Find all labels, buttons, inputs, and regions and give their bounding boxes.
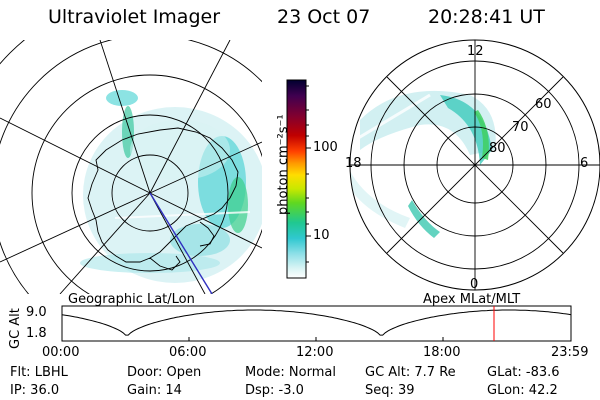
mlat-label-60: 60 bbox=[535, 97, 552, 112]
right-panel-caption: Apex MLat/MLT bbox=[423, 292, 521, 307]
colorbar-tick-10: 10 bbox=[313, 228, 330, 243]
altitude-curve bbox=[61, 309, 572, 336]
mlt-label-18: 18 bbox=[345, 156, 362, 171]
mlt-label-12: 12 bbox=[467, 44, 484, 59]
colorbar-tick-100: 100 bbox=[313, 140, 338, 155]
altitude-ylabel: GC Alt bbox=[8, 308, 23, 349]
meridian-lines bbox=[0, 40, 262, 294]
altitude-xtick-4: 23:59 bbox=[551, 345, 589, 360]
colorbar-ticks bbox=[306, 85, 311, 263]
mlat-label-80: 80 bbox=[489, 141, 506, 156]
gc-alt-label: GC Alt: 7.7 Re bbox=[365, 365, 456, 380]
mode-label: Mode: Normal bbox=[245, 365, 336, 380]
filter-label: Flt: LBHL bbox=[10, 365, 68, 380]
door-label: Door: Open bbox=[127, 365, 202, 380]
altitude-plot bbox=[61, 305, 572, 342]
mlat-label-70: 70 bbox=[512, 120, 529, 135]
altitude-xtick-0: 00:00 bbox=[42, 345, 80, 360]
instrument-title: Ultraviolet Imager bbox=[48, 6, 221, 28]
latitude-circles bbox=[0, 40, 262, 294]
altitude-xtick-1: 06:00 bbox=[169, 345, 207, 360]
geographic-map bbox=[0, 40, 262, 294]
altitude-xtick-2: 12:00 bbox=[296, 345, 334, 360]
glat-label: GLat: -83.6 bbox=[487, 365, 560, 380]
dsp-label: Dsp: -3.0 bbox=[245, 383, 304, 398]
altitude-x-ticks bbox=[61, 337, 572, 341]
mlt-label-0: 0 bbox=[470, 277, 479, 292]
colorbar bbox=[286, 79, 307, 279]
time-label: 20:28:41 UT bbox=[428, 6, 545, 28]
altitude-ytick-min: 1.8 bbox=[26, 326, 47, 341]
altitude-xtick-3: 18:00 bbox=[423, 345, 461, 360]
magnetic-polar-map bbox=[349, 39, 600, 291]
magnetic-line bbox=[149, 192, 213, 294]
left-panel-caption: Geographic Lat/Lon bbox=[68, 292, 195, 307]
date-label: 23 Oct 07 bbox=[277, 6, 371, 28]
right-emission-data bbox=[350, 90, 496, 238]
coastline-outline bbox=[87, 127, 239, 271]
ip-label: IP: 36.0 bbox=[10, 383, 60, 398]
mlt-lines bbox=[350, 40, 600, 290]
left-emission-data bbox=[80, 90, 262, 283]
altitude-ytick-max: 9.0 bbox=[26, 305, 47, 320]
glon-label: GLon: 42.2 bbox=[487, 383, 558, 398]
colorbar-unit-label: photon cm⁻²s⁻¹ bbox=[276, 114, 291, 215]
mlt-label-6: 6 bbox=[580, 156, 589, 171]
gain-label: Gain: 14 bbox=[127, 383, 182, 398]
seq-label: Seq: 39 bbox=[365, 383, 415, 398]
